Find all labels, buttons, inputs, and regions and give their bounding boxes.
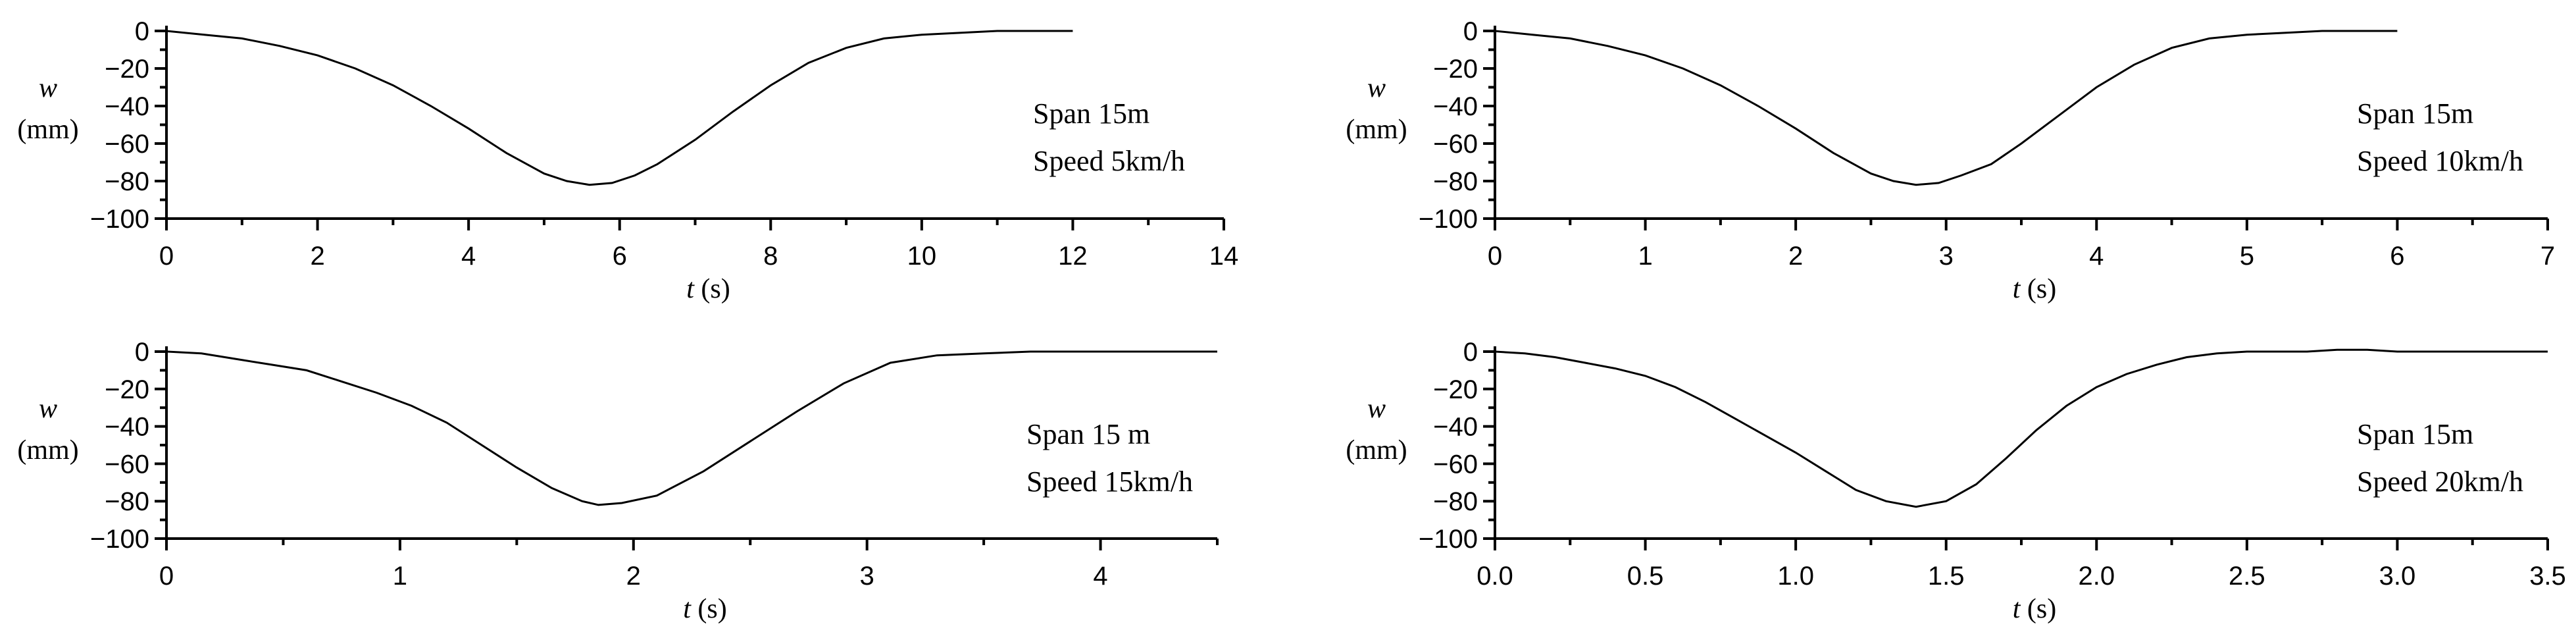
series-line [1494, 30, 2398, 186]
x-tick-label: 1 [393, 562, 407, 591]
x-tick-label: 14 [1209, 242, 1239, 271]
x-tick-label: 10 [907, 242, 937, 271]
x-tick-label: 3.5 [2529, 562, 2566, 591]
annotation-line: Span 15m [2357, 418, 2473, 450]
x-tick-label: 3 [860, 562, 874, 591]
y-axis-unit: (mm) [17, 115, 78, 145]
y-tick-label: −80 [105, 167, 149, 196]
x-tick-label: 5 [2240, 242, 2254, 271]
x-tick-label: 12 [1058, 242, 1088, 271]
x-tick-label: 1 [1638, 242, 1652, 271]
y-tick-label: −100 [90, 205, 149, 234]
x-axis-unit: (s) [694, 274, 730, 304]
y-axis-variable: w [39, 394, 57, 424]
y-tick-label: −100 [90, 525, 149, 554]
y-axis-unit: (mm) [1346, 435, 1407, 465]
y-tick-label: −80 [1433, 167, 1478, 196]
x-axis-unit: (s) [2020, 594, 2056, 624]
y-tick-label: −80 [1433, 487, 1478, 516]
x-tick-label: 2 [1788, 242, 1803, 271]
y-axis-unit: (mm) [1346, 115, 1407, 145]
x-axis-variable: t [683, 594, 692, 624]
x-tick-label: 2.5 [2229, 562, 2265, 591]
x-tick-label: 4 [461, 242, 476, 271]
y-axis-variable: w [39, 73, 57, 103]
chart-panel-bottom-left: 0 −20 −40 −60 −80 −100 0 1 2 3 4 t (s) w (mm) Span 15 … [17, 338, 1219, 624]
y-tick-label: −40 [105, 92, 149, 121]
x-tick-label: 0 [159, 562, 174, 591]
chart-panel-top-right: 0 −20 −40 −60 −80 −100 0 1 2 3 4 5 6 7 t (s) w (mm) Span … [1346, 17, 2555, 304]
x-tick-label: 0 [159, 242, 174, 271]
x-axis-unit: (s) [691, 594, 727, 624]
x-tick-label: 2 [626, 562, 641, 591]
y-tick-label: −40 [1433, 92, 1478, 121]
y-tick-label: −20 [1433, 55, 1478, 84]
x-tick-label: 0 [1488, 242, 1502, 271]
x-tick-label: 1.0 [1777, 562, 1814, 591]
y-tick-label: 0 [135, 17, 149, 46]
x-axis-unit: (s) [2020, 274, 2056, 304]
x-tick-label: 6 [2390, 242, 2404, 271]
y-tick-label: −60 [105, 130, 149, 159]
y-tick-label: −60 [1433, 130, 1478, 159]
x-tick-label: 3 [1939, 242, 1954, 271]
series-line [166, 350, 1217, 506]
y-tick-label: 0 [1463, 17, 1478, 46]
y-tick-label: 0 [135, 338, 149, 367]
series-line [166, 30, 1073, 186]
annotation-line: Span 15m [1033, 97, 1149, 130]
y-tick-label: −80 [105, 487, 149, 516]
series-line [1494, 348, 2548, 508]
x-axis-label: t (s) [2013, 594, 2057, 624]
x-tick-label: 2.0 [2078, 562, 2115, 591]
x-axis-label: t (s) [686, 274, 730, 304]
annotation-line: Span 15 m [1026, 418, 1150, 450]
y-tick-label: −20 [105, 55, 149, 84]
chart-panel-bottom-right: 0 −20 −40 −60 −80 −100 0.0 0.5 1.0 1.5 2.0 2.5 3.0 3.… [1346, 338, 2565, 624]
y-axis-variable: w [1367, 73, 1386, 103]
x-axis-label: t (s) [2013, 274, 2057, 304]
y-tick-label: −60 [105, 450, 149, 479]
x-axis-label: t (s) [683, 594, 727, 624]
y-tick-label: −20 [105, 375, 149, 404]
x-tick-label: 4 [1093, 562, 1107, 591]
y-tick-label: −60 [1433, 450, 1478, 479]
x-tick-label: 0.5 [1627, 562, 1664, 591]
y-axis-variable: w [1367, 394, 1386, 424]
x-axis-variable: t [2013, 594, 2021, 624]
y-tick-label: −100 [1419, 525, 1478, 554]
annotation-line: Span 15m [2357, 97, 2473, 130]
x-tick-label: 4 [2089, 242, 2104, 271]
x-tick-label: 7 [2540, 242, 2555, 271]
annotation-line: Speed 15km/h [1026, 465, 1193, 498]
y-tick-label: −40 [1433, 413, 1478, 442]
y-tick-label: −100 [1419, 205, 1478, 234]
x-tick-label: 8 [763, 242, 778, 271]
x-tick-label: 3.0 [2379, 562, 2416, 591]
x-tick-label: 1.5 [1928, 562, 1965, 591]
annotation-line: Speed 5km/h [1033, 145, 1185, 177]
y-tick-label: −40 [105, 413, 149, 442]
x-tick-label: 2 [310, 242, 324, 271]
x-axis-variable: t [686, 274, 695, 304]
annotation-line: Speed 10km/h [2357, 145, 2523, 177]
y-axis-unit: (mm) [17, 435, 78, 465]
x-tick-label: 6 [613, 242, 627, 271]
chart-panel-top-left: 0 −20 −40 −60 −80 −100 0 2 4 6 8 10 12 14 t (s) w (mm) Sp… [17, 17, 1238, 304]
x-axis-variable: t [2013, 274, 2021, 304]
annotation-line: Speed 20km/h [2357, 465, 2523, 498]
y-tick-label: −20 [1433, 375, 1478, 404]
x-tick-label: 0.0 [1477, 562, 1513, 591]
y-tick-label: 0 [1463, 338, 1478, 367]
